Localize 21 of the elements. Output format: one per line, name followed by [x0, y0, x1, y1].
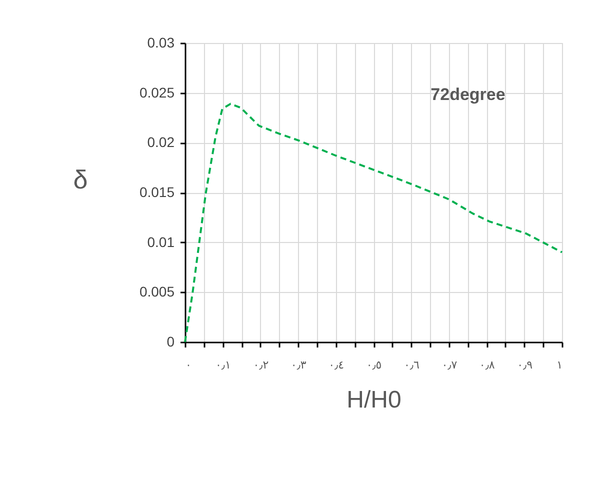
x-tick-label: ٠٫٣ — [290, 358, 306, 372]
y-tick-label: 0.025 — [139, 84, 175, 100]
x-tick-label: ٠٫٢ — [253, 358, 269, 372]
x-tick-label: ٠٫٧ — [442, 358, 458, 372]
y-tick-label: 0.03 — [147, 34, 175, 50]
x-tick-label: ٠٫٥ — [366, 358, 382, 372]
y-tick-label: 0.015 — [139, 184, 175, 200]
x-tick-label: ٠ — [186, 358, 192, 372]
x-tick-label: ٠٫٩ — [517, 358, 533, 372]
x-tick-label: ٠٫٨ — [479, 358, 495, 372]
x-tick-label: ٠٫٤ — [328, 358, 344, 372]
y-tick-label: 0.005 — [139, 284, 175, 300]
x-tick-label: ٠٫١ — [216, 358, 231, 372]
x-axis-title: H/H0 — [346, 386, 402, 414]
x-tick-label: ٠٫٦ — [404, 358, 420, 372]
y-tick-label: 0.01 — [147, 234, 175, 250]
x-tick-label: ١ — [556, 358, 562, 372]
annotation: 72degree — [430, 85, 506, 104]
y-tick-label: 0.02 — [147, 134, 175, 150]
y-tick-label: 0 — [166, 334, 175, 350]
y-axis-title: δ — [73, 164, 88, 194]
